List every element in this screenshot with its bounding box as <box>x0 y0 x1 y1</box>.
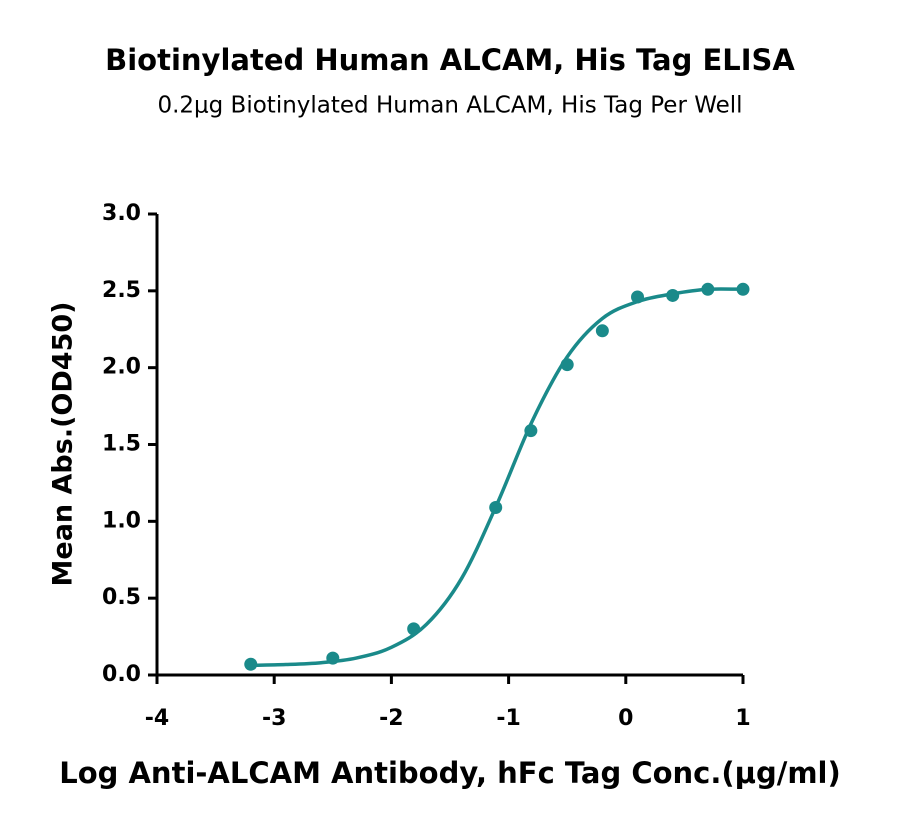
data-point <box>666 288 680 302</box>
x-axis-label: Log Anti-ALCAM Antibody, hFc Tag Conc.(μ… <box>59 756 841 790</box>
y-tick-label: 0.0 <box>102 662 141 687</box>
y-tick-label: 1.0 <box>102 508 141 533</box>
x-tick-label: -2 <box>379 706 403 731</box>
y-tick-label: 0.5 <box>102 585 141 610</box>
x-tick-label: -1 <box>496 706 520 731</box>
x-tick-label: -3 <box>262 706 286 731</box>
x-tick-label: 0 <box>618 706 633 731</box>
data-point <box>244 657 258 671</box>
chart-title: Biotinylated Human ALCAM, His Tag ELISA <box>105 43 795 77</box>
data-point <box>736 282 750 296</box>
data-point <box>560 358 574 372</box>
data-point <box>524 424 538 438</box>
data-point <box>701 282 715 296</box>
y-tick-label: 2.5 <box>102 278 141 303</box>
x-tick-label: 1 <box>735 706 750 731</box>
chart-subtitle: 0.2μg Biotinylated Human ALCAM, His Tag … <box>157 93 742 119</box>
fit-curve <box>250 287 744 668</box>
y-tick-label: 1.5 <box>102 432 141 457</box>
data-point <box>595 324 609 338</box>
y-tick-label: 2.0 <box>102 355 141 380</box>
y-tick-label: 3.0 <box>102 201 141 226</box>
data-point <box>326 651 340 665</box>
x-tick-label: -4 <box>145 706 169 731</box>
data-point <box>407 622 421 636</box>
data-point <box>631 290 645 304</box>
data-point <box>489 501 503 515</box>
y-axis-label: Mean Abs.(OD450) <box>48 302 79 587</box>
